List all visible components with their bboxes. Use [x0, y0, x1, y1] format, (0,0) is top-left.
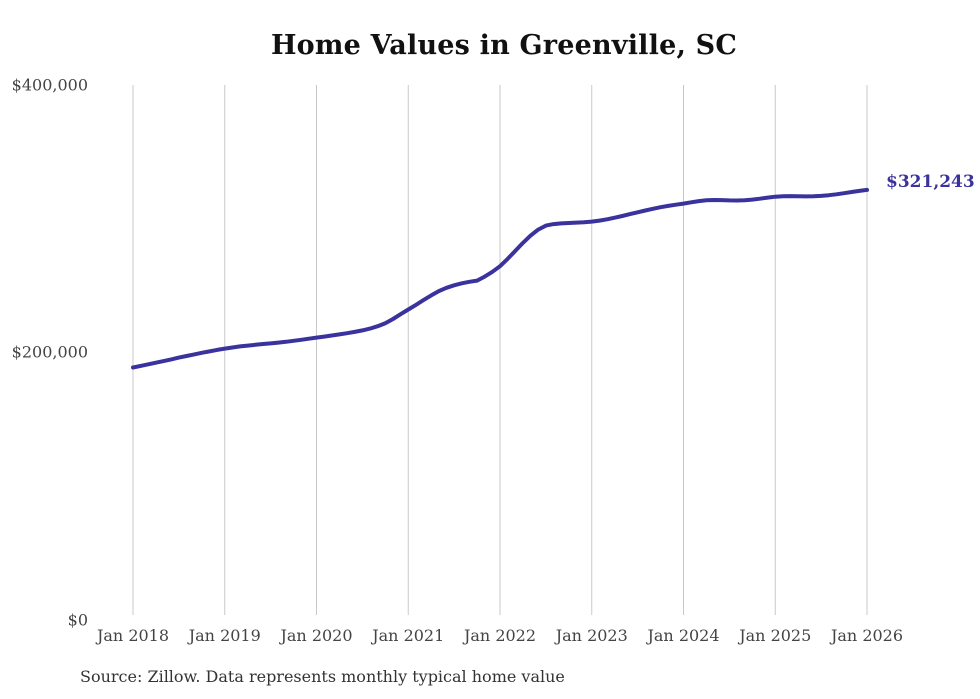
x-axis-tick-jan-2018: Jan 2018 [96, 626, 170, 645]
latest-value-label: $321,243 [886, 172, 975, 192]
x-axis-tick-jan-2024: Jan 2024 [647, 626, 720, 645]
chart-title: Home Values in Greenville, SC [270, 30, 738, 61]
x-axis-tick-jan-2020: Jan 2020 [280, 626, 353, 645]
y-axis-tick-400k: $400,000 [11, 75, 88, 95]
x-axis-tick-jan-2025: Jan 2025 [739, 626, 812, 645]
home-value-line [131, 187, 869, 370]
x-axis-tick-jan-2019: Jan 2019 [188, 626, 261, 645]
source-note: Source: Zillow. Data represents monthly … [80, 667, 565, 686]
x-axis-tick-jan-2026: Jan 2026 [830, 626, 904, 645]
year-gridlines [132, 85, 868, 615]
y-axis-tick-200k: $200,000 [11, 342, 88, 362]
x-axis-tick-jan-2021: Jan 2021 [372, 626, 445, 645]
y-axis-tick-0: $0 [67, 610, 88, 630]
x-axis-tick-jan-2022: Jan 2022 [463, 626, 537, 645]
x-axis-tick-jan-2023: Jan 2023 [555, 626, 628, 645]
